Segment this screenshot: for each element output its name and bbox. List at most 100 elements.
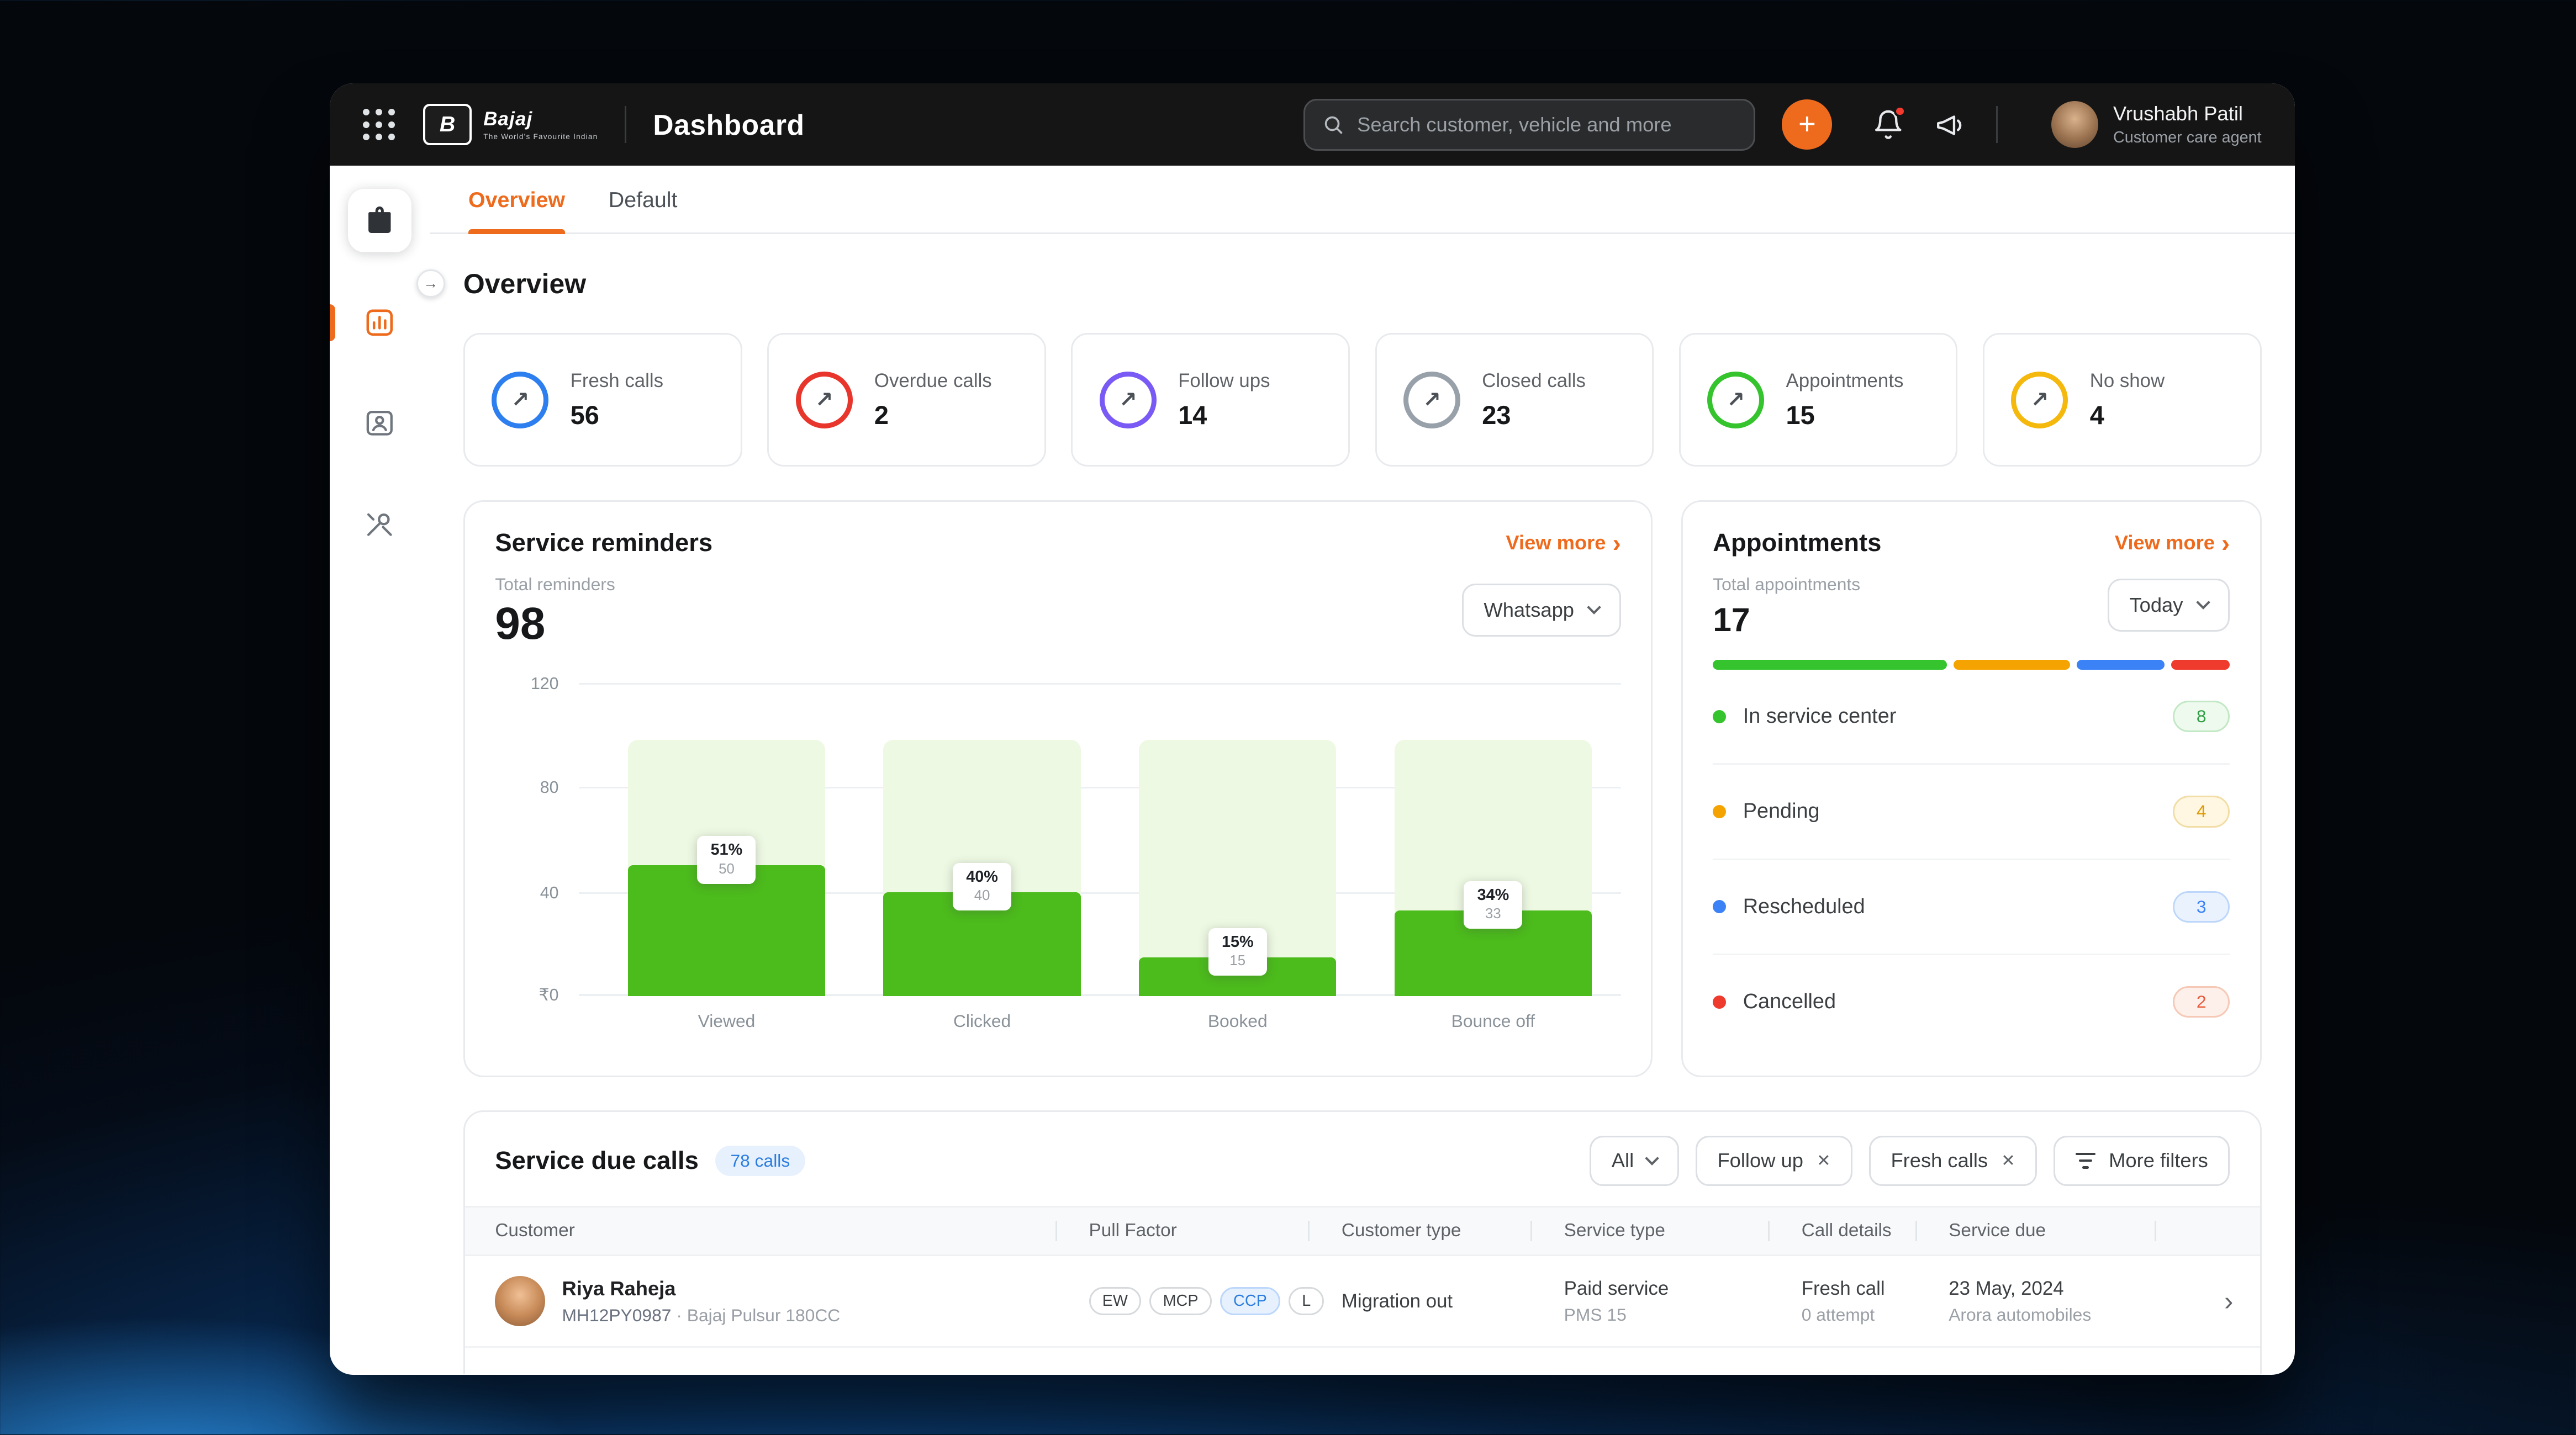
tag-ew: EW [1089, 1286, 1142, 1316]
tooltip-count: 15 [1229, 953, 1246, 969]
topbar: B Bajaj The World's Favourite Indian Das… [329, 83, 2295, 166]
service-due-calls-card: Service due calls 78 calls All Follow up… [463, 1110, 2262, 1375]
active-indicator [329, 304, 336, 341]
brand-name: Bajaj [483, 108, 533, 130]
bar-value [627, 865, 826, 996]
chart-bar-bounce-off: 34% 33 [1394, 683, 1592, 996]
search-bar[interactable] [1303, 98, 1756, 151]
chart-bar-viewed: 51% 50 [627, 683, 826, 996]
sidebar-item-dashboard[interactable] [329, 293, 410, 353]
more-filters-button[interactable]: More filters [2054, 1135, 2230, 1186]
status-label: Rescheduled [1743, 894, 1865, 918]
date-filter-select[interactable]: Today [2108, 578, 2230, 632]
bar-chart-icon [366, 309, 393, 336]
stat-card-fresh-calls[interactable]: ↗ Fresh calls 56 [463, 333, 742, 467]
more-filters-label: More filters [2109, 1149, 2208, 1172]
stat-value: 23 [1482, 400, 1511, 430]
status-row-cancelled: Cancelled 2 [1713, 955, 2230, 1049]
main-content: Overview Default Overview ↗ Fresh calls … [430, 166, 2295, 1375]
filter-chip-label: Follow up [1717, 1149, 1803, 1172]
tooltip-count: 40 [974, 887, 990, 903]
total-reminders: Total reminders 98 [495, 574, 615, 647]
column-header-customer: Customer [495, 1220, 575, 1241]
notification-dot [1894, 105, 1906, 117]
status-dot [1713, 804, 1727, 819]
tools-icon [367, 513, 392, 536]
stat-card-appointments[interactable]: ↗ Appointments 15 [1678, 333, 1958, 467]
y-tick: ₹0 [539, 986, 559, 1005]
call-attempts: 0 attempt [1801, 1304, 1875, 1325]
customer-cell: Riya Raheja MH12PY0987 · Bajaj Pulsur 18… [465, 1276, 1055, 1326]
filter-chip-fresh-calls[interactable]: Fresh calls ✕ [1869, 1135, 2037, 1186]
chevron-right-icon: › [1612, 528, 1621, 557]
sidebar-item-customers[interactable] [350, 393, 410, 453]
bajaj-logo-icon: B [423, 103, 472, 146]
stat-value: 15 [1786, 400, 1815, 430]
status-row-pending: Pending 4 [1713, 765, 2230, 860]
customer-vehicle: MH12PY0987 · Bajaj Pulsur 180CC [562, 1305, 841, 1326]
stat-label: No show [2089, 369, 2165, 391]
column-header-actions [2154, 1208, 2260, 1254]
stat-card-overdue-calls[interactable]: ↗ Overdue calls 2 [767, 333, 1046, 467]
stat-card-closed-calls[interactable]: ↗ Closed calls 23 [1375, 333, 1654, 467]
toolbox-icon [368, 206, 391, 234]
stat-ring: ↗ [795, 371, 853, 428]
total-appointments-value: 17 [1713, 600, 1750, 638]
filter-all-select[interactable]: All [1590, 1135, 1679, 1186]
y-tick: 120 [530, 675, 559, 693]
notifications-button[interactable] [1872, 105, 1906, 141]
chevron-down-icon [1587, 600, 1602, 615]
close-icon[interactable]: ✕ [1817, 1151, 1831, 1170]
user-menu[interactable]: Vrushabh Patil Customer care agent [2051, 101, 2262, 149]
stat-info: Overdue calls 2 [874, 370, 992, 430]
stat-card-no-show[interactable]: ↗ No show 4 [1982, 333, 2262, 467]
x-label: Booked [1207, 1010, 1268, 1031]
channel-select[interactable]: Whatsapp [1462, 583, 1621, 637]
arrow-right-icon: → [423, 274, 439, 292]
sidebar [329, 166, 430, 1375]
status-count-badge: 4 [2173, 796, 2230, 828]
tooltip-count: 33 [1485, 906, 1501, 922]
stat-info: Appointments 15 [1786, 370, 1903, 430]
sidebar-collapse-button[interactable]: → [416, 269, 445, 298]
reminders-bar-chart: 120 80 40 ₹0 [495, 675, 1621, 1031]
dashboard-tabs: Overview Default [430, 166, 2295, 234]
close-icon[interactable]: ✕ [2001, 1151, 2015, 1170]
sidebar-item-service-tools[interactable] [350, 493, 410, 553]
add-button[interactable]: + [1782, 99, 1833, 150]
middle-cards-row: Service reminders View more › Total remi… [463, 500, 2262, 1077]
app-body: → Overview Default Overview ↗ Fresh ca [329, 166, 2295, 1375]
row-chevron-button[interactable]: › [2155, 1286, 2260, 1317]
status-row-rescheduled: Rescheduled 3 [1713, 860, 2230, 956]
filter-chip-follow-up[interactable]: Follow up ✕ [1696, 1135, 1852, 1186]
stat-info: Closed calls 23 [1482, 370, 1586, 430]
stat-card-follow-ups[interactable]: ↗ Follow ups 14 [1071, 333, 1350, 467]
y-tick: 80 [540, 778, 559, 797]
view-more-label: View more [1506, 531, 1606, 554]
service-reminders-view-more[interactable]: View more › [1506, 528, 1621, 557]
apps-grid-icon[interactable] [363, 108, 395, 141]
trend-arrow-icon: ↗ [1118, 388, 1137, 412]
announcements-button[interactable] [1934, 109, 1966, 141]
gridline [578, 892, 1621, 894]
tooltip-percent: 40% [966, 867, 998, 886]
customer-name: Riya Raheja [562, 1277, 676, 1300]
stat-ring: ↗ [1707, 371, 1765, 428]
column-header-call-details: Call details [1768, 1208, 1915, 1254]
y-tick: 40 [540, 883, 559, 902]
trend-arrow-icon: ↗ [815, 388, 833, 412]
sidebar-item-workshop[interactable] [347, 189, 412, 253]
appointments-view-more[interactable]: View more › [2115, 530, 2230, 555]
app-window: B Bajaj The World's Favourite Indian Das… [329, 83, 2295, 1375]
table-row[interactable]: Riya Raheja MH12PY0987 · Bajaj Pulsur 18… [464, 1256, 2260, 1348]
stat-ring: ↗ [1099, 371, 1157, 428]
status-dot [1713, 900, 1727, 914]
stat-label: Appointments [1786, 369, 1904, 391]
tab-default[interactable]: Default [608, 187, 678, 212]
stat-label: Closed calls [1482, 369, 1586, 391]
service-due-cell: 23 May, 2024 Arora automobiles [1915, 1278, 2155, 1325]
tooltip-percent: 51% [710, 841, 743, 859]
search-input[interactable] [1357, 113, 1737, 136]
status-count-badge: 3 [2173, 891, 2230, 923]
tab-overview[interactable]: Overview [468, 188, 565, 234]
